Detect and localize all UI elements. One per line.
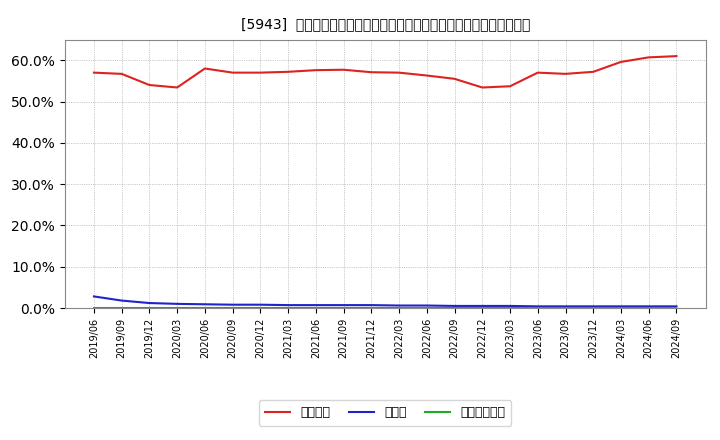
のれん [644, 304, 653, 309]
のれん [395, 303, 403, 308]
自己資本 [644, 55, 653, 60]
自己資本 [478, 85, 487, 90]
自己資本 [339, 67, 348, 73]
自己資本 [423, 73, 431, 78]
自己資本 [145, 82, 154, 88]
繰延税金資産 [450, 305, 459, 310]
のれん [450, 303, 459, 308]
繰延税金資産 [201, 305, 210, 310]
自己資本 [367, 70, 376, 75]
繰延税金資産 [561, 305, 570, 310]
のれん [201, 302, 210, 307]
繰延税金資産 [589, 305, 598, 310]
自己資本 [505, 84, 514, 89]
自己資本 [201, 66, 210, 71]
繰延税金資産 [145, 305, 154, 310]
のれん [89, 294, 98, 299]
のれん [616, 304, 625, 309]
繰延税金資産 [256, 305, 265, 310]
自己資本 [616, 59, 625, 65]
のれん [312, 302, 320, 308]
自己資本 [228, 70, 237, 75]
繰延税金資産 [616, 305, 625, 310]
繰延税金資産 [395, 305, 403, 310]
のれん [117, 298, 126, 303]
繰延税金資産 [672, 305, 681, 310]
繰延税金資産 [339, 305, 348, 310]
自己資本 [117, 71, 126, 77]
自己資本 [284, 69, 292, 74]
のれん [478, 303, 487, 308]
のれん [173, 301, 181, 307]
繰延税金資産 [284, 305, 292, 310]
繰延税金資産 [423, 305, 431, 310]
自己資本 [589, 69, 598, 74]
繰延税金資産 [367, 305, 376, 310]
のれん [339, 302, 348, 308]
繰延税金資産 [117, 305, 126, 310]
のれん [505, 303, 514, 308]
Line: のれん: のれん [94, 297, 677, 306]
繰延税金資産 [173, 305, 181, 310]
のれん [145, 301, 154, 306]
繰延税金資産 [644, 305, 653, 310]
のれん [561, 304, 570, 309]
のれん [534, 304, 542, 309]
繰延税金資産 [505, 305, 514, 310]
のれん [589, 304, 598, 309]
繰延税金資産 [228, 305, 237, 310]
自己資本 [89, 70, 98, 75]
Title: [5943]  自己資本、のれん、繰延税金資産の総資産に対する比率の推移: [5943] 自己資本、のれん、繰延税金資産の総資産に対する比率の推移 [240, 18, 530, 32]
のれん [423, 303, 431, 308]
繰延税金資産 [534, 305, 542, 310]
自己資本 [173, 85, 181, 90]
のれん [256, 302, 265, 307]
Line: 自己資本: 自己資本 [94, 56, 677, 88]
のれん [672, 304, 681, 309]
繰延税金資産 [89, 305, 98, 310]
自己資本 [256, 70, 265, 75]
のれん [367, 302, 376, 308]
自己資本 [561, 71, 570, 77]
のれん [228, 302, 237, 307]
自己資本 [672, 54, 681, 59]
自己資本 [534, 70, 542, 75]
Legend: 自己資本, のれん, 繰延税金資産: 自己資本, のれん, 繰延税金資産 [259, 400, 511, 425]
自己資本 [450, 76, 459, 81]
繰延税金資産 [478, 305, 487, 310]
のれん [284, 302, 292, 308]
自己資本 [312, 67, 320, 73]
繰延税金資産 [312, 305, 320, 310]
自己資本 [395, 70, 403, 75]
